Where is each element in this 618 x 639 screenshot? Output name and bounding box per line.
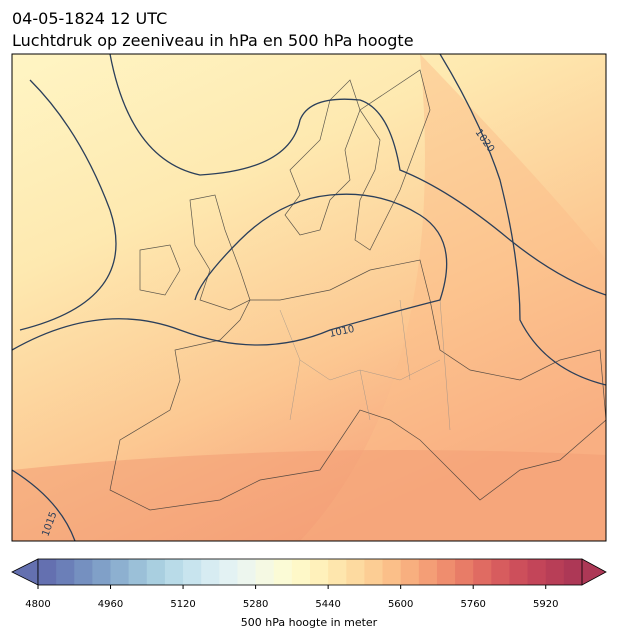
colorbar-tick-label: 4800	[25, 599, 50, 610]
coastline	[354, 69, 431, 251]
colorbar: 4800 4960 5120 5280 5440 5600 5760 5920 500 hPa …	[11, 558, 607, 629]
colorbar-step	[255, 559, 275, 585]
map: 1020 1010 1015	[12, 54, 606, 541]
colorbar-tick-label: 5920	[533, 599, 558, 610]
colorbar-step	[237, 559, 257, 585]
colorbar-step	[74, 559, 93, 585]
colorbar-step	[473, 559, 492, 585]
coastline	[189, 194, 251, 311]
colorbar-tick-label: 4960	[98, 599, 123, 610]
isobar	[12, 469, 76, 541]
colorbar-step	[382, 559, 402, 585]
colorbar-extension	[581, 558, 607, 586]
colorbar-step	[164, 559, 184, 585]
coastline	[139, 244, 181, 296]
colorbar-step	[219, 559, 238, 585]
colorbar-extension	[11, 558, 39, 586]
colorbar-step	[527, 559, 547, 585]
colorbar-tick-label: 5280	[243, 599, 268, 610]
colorbar-step	[38, 559, 57, 585]
isobar	[109, 54, 606, 296]
colorbar-step	[146, 559, 166, 585]
borders	[279, 299, 451, 431]
colorbar-step	[509, 559, 529, 585]
colorbar-tick-label: 5120	[170, 599, 195, 610]
coastline	[109, 259, 606, 511]
colorbar-step	[201, 559, 220, 585]
colorbar-step	[92, 559, 112, 585]
colorbar-step	[400, 559, 420, 585]
colorbar-tick-label: 5760	[460, 599, 485, 610]
colorbar-step	[310, 559, 329, 585]
colorbar-tick-label: 5600	[388, 599, 413, 610]
colorbar-step	[346, 559, 365, 585]
colorbar-step	[291, 559, 311, 585]
colorbar-step	[364, 559, 384, 585]
height-band	[300, 54, 606, 541]
colorbar-step	[56, 559, 75, 585]
isobar	[12, 193, 448, 351]
coastline	[284, 79, 361, 236]
colorbar-step	[110, 559, 130, 585]
colorbar-step	[128, 559, 148, 585]
height-band	[12, 450, 606, 541]
isobar	[439, 54, 606, 386]
colorbar-step	[183, 559, 202, 585]
colorbar-step	[491, 559, 510, 585]
colorbar-step	[273, 559, 293, 585]
colorbar-step	[328, 559, 347, 585]
colorbar-step	[436, 559, 456, 585]
colorbar-step	[563, 559, 583, 585]
title: 04-05-1824 12 UTC	[12, 9, 167, 28]
map-frame	[11, 53, 607, 542]
colorbar-tick-label: 5440	[315, 599, 340, 610]
colorbar-step	[455, 559, 474, 585]
colorbar-step	[418, 559, 438, 585]
subtitle: Luchtdruk op zeeniveau in hPa en 500 hPa…	[12, 31, 414, 50]
colorbar-step	[545, 559, 565, 585]
colorbar-frame	[37, 558, 583, 586]
isobar-label: 1010	[328, 324, 355, 340]
isobar	[19, 79, 117, 331]
colorbar-label: 500 hPa hoogte in meter	[241, 616, 378, 629]
